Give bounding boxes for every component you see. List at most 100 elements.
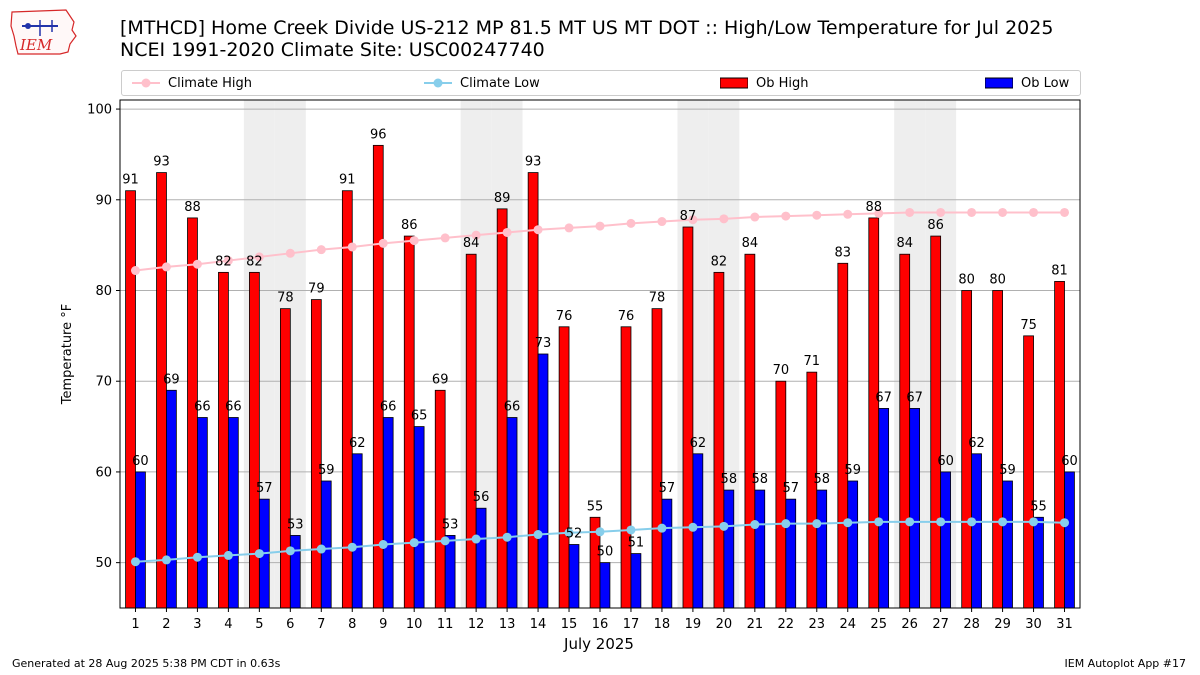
y-tick-label: 50 [95, 556, 112, 571]
climate-high-point [409, 236, 419, 246]
climate-high-point [688, 215, 698, 225]
ob-high-bar [372, 144, 384, 609]
ob-low-data-label: 57 [256, 481, 273, 496]
ob-low-bar [878, 408, 890, 609]
climate-high-point [161, 262, 171, 272]
climate-low-point [905, 517, 915, 527]
ob-low-bar [630, 553, 642, 609]
ob-high-bar [868, 217, 880, 609]
ob-low-bar [847, 480, 859, 609]
x-tick-label: 26 [901, 617, 918, 632]
x-tick-label: 25 [870, 617, 887, 632]
legend-climate-low: Climate Low [424, 71, 540, 95]
ob-low-bar [506, 417, 518, 609]
climate-high-point [502, 227, 512, 237]
climate-high-point [130, 266, 140, 276]
climate-low-point [533, 530, 543, 540]
x-tick-label: 10 [406, 617, 423, 632]
ob-low-data-label: 62 [690, 436, 707, 451]
ob-high-data-label: 55 [587, 499, 604, 514]
climate-low-point [347, 542, 357, 552]
legend-climate-high-label: Climate High [168, 75, 253, 91]
x-tick-label: 2 [162, 617, 170, 632]
ob-low-data-label: 67 [906, 390, 923, 405]
ob-low-data-label: 66 [504, 400, 521, 415]
legend-climate-high: Climate High [132, 71, 252, 95]
climate-low-point [471, 534, 481, 544]
x-tick-label: 7 [317, 617, 325, 632]
generated-timestamp: Generated at 28 Aug 2025 5:38 PM CDT in … [12, 657, 281, 670]
ob-high-bar [465, 253, 477, 609]
x-tick-label: 27 [932, 617, 949, 632]
ob-low-data-label: 56 [473, 490, 490, 505]
ob-low-bar [135, 471, 146, 609]
ob-low-bar [382, 417, 394, 609]
ob-high-bar [651, 308, 663, 609]
ob-high-bar [837, 262, 849, 609]
climate-high-point [936, 207, 946, 217]
ob-high-bar [744, 253, 756, 609]
climate-low-point [130, 557, 140, 567]
ob-high-data-label: 93 [153, 155, 170, 170]
climate-low-point [161, 555, 171, 565]
x-tick-label: 19 [685, 617, 702, 632]
legend-ob-high-label: Ob High [756, 75, 809, 91]
ob-high-bar [682, 226, 694, 609]
x-tick-label: 22 [778, 617, 795, 632]
climate-low-point [1060, 518, 1070, 528]
x-axis-label: July 2025 [563, 635, 634, 653]
x-tick-label: 11 [437, 617, 454, 632]
ob-low-bar [599, 562, 611, 609]
y-tick-label: 90 [95, 193, 112, 208]
ob-low-data-label: 60 [937, 454, 954, 469]
ob-low-bar [475, 507, 487, 609]
x-tick-label: 12 [468, 617, 485, 632]
x-tick-label: 9 [379, 617, 387, 632]
x-tick-label: 13 [499, 617, 516, 632]
ob-low-data-label: 53 [287, 517, 304, 532]
ob-high-bar [1054, 281, 1065, 609]
ob-high-data-label: 89 [494, 191, 511, 206]
ob-low-bar [909, 408, 920, 609]
climate-high-point [316, 245, 326, 255]
ob-low-bar [289, 535, 301, 609]
ob-high-data-label: 78 [649, 291, 666, 306]
ob-high-data-label: 96 [370, 127, 387, 142]
ob-low-data-label: 62 [968, 436, 985, 451]
ob-low-data-label: 59 [844, 463, 861, 478]
climate-high-point [967, 207, 977, 217]
ob-low-bar [1002, 480, 1013, 609]
x-tick-label: 29 [994, 617, 1011, 632]
ob-low-data-label: 66 [380, 400, 397, 415]
ob-low-data-label: 57 [782, 481, 799, 496]
chart-legend: Climate High Climate Low Ob High Ob Low [121, 70, 1081, 96]
ob-low-data-label: 55 [1030, 499, 1047, 514]
ob-low-swatch-icon [985, 77, 1013, 89]
climate-low-point [378, 540, 388, 549]
climate-low-point [843, 518, 853, 528]
climate-high-point [223, 256, 233, 266]
ob-high-data-label: 82 [711, 254, 728, 269]
ob-low-bar [166, 389, 177, 609]
climate-high-point [192, 259, 202, 269]
ob-low-bar [1064, 471, 1075, 609]
x-tick-label: 24 [839, 617, 856, 632]
ob-low-bar [351, 453, 363, 609]
logo-lettering: IEM [19, 36, 53, 54]
ob-high-data-label: 70 [773, 363, 790, 378]
ob-high-data-label: 86 [927, 218, 944, 233]
ob-high-data-label: 86 [401, 218, 418, 233]
title-line-1: [MTHCD] Home Creek Divide US-212 MP 81.5… [120, 17, 1054, 39]
climate-high-point [657, 217, 667, 227]
climate-high-point [564, 223, 574, 233]
climate-low-point [1029, 517, 1039, 527]
climate-low-point [657, 523, 667, 533]
ob-high-bar [930, 235, 942, 609]
climate-low-point [223, 550, 233, 560]
ob-low-data-label: 57 [659, 481, 676, 496]
ob-low-bar [723, 489, 735, 609]
ob-low-data-label: 65 [411, 409, 428, 424]
ob-low-data-label: 59 [318, 463, 335, 478]
climate-low-point [192, 552, 202, 562]
ob-low-bar [568, 544, 580, 609]
